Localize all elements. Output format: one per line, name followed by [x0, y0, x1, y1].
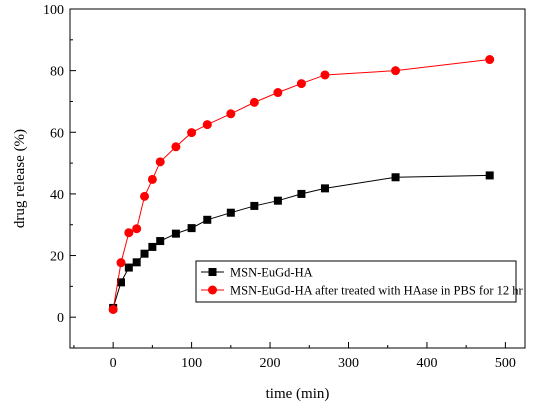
y-tick-label: 100 [43, 3, 64, 18]
data-point-square [124, 263, 133, 272]
x-tick-label: 200 [260, 356, 281, 371]
plot-frame [69, 8, 526, 349]
legend-label: MSN-EuGd-HA after treated with HAase in … [230, 284, 523, 298]
legend-entry-2: MSN-EuGd-HA after treated with HAase in … [201, 284, 523, 298]
x-axis-label: time (min) [266, 386, 330, 402]
data-point-circle [273, 88, 283, 98]
y-tick-label: 0 [57, 311, 64, 326]
data-point-circle [391, 66, 401, 76]
x-tick-label: 500 [495, 356, 516, 371]
legend-items: MSN-EuGd-HA MSN-EuGd-HA after treated wit… [201, 266, 523, 298]
data-point-square [140, 249, 149, 258]
legend-box [195, 260, 517, 303]
axes [69, 8, 526, 349]
data-point-square [250, 201, 259, 210]
series-layer [108, 55, 495, 314]
x-tick-label: 0 [110, 356, 117, 371]
data-point-circle [320, 70, 330, 80]
data-point-circle [155, 157, 165, 167]
data-point-square [391, 173, 400, 182]
data-point-circle [171, 142, 181, 152]
data-point-circle [124, 228, 134, 238]
data-point-circle [140, 191, 150, 201]
data-point-circle [147, 174, 157, 184]
data-point-square [273, 196, 282, 205]
y-tick-label: 60 [50, 126, 64, 141]
data-point-square [187, 224, 196, 233]
data-point-square [320, 184, 329, 193]
data-point-square [208, 268, 217, 276]
data-point-circle [108, 304, 118, 314]
data-point-square [485, 171, 494, 180]
data-point-square [203, 215, 212, 224]
y-tick-label: 80 [50, 65, 64, 80]
data-point-square [132, 258, 141, 267]
data-point-square [148, 242, 157, 251]
data-point-circle [116, 258, 126, 268]
x-tick-label: 100 [181, 356, 202, 371]
ticks: 0 100 200 300 400 500 0 20 40 60 80 100 [43, 3, 516, 371]
data-point-circle [132, 224, 142, 234]
x-tick-label: 300 [338, 356, 359, 371]
data-point-circle [226, 109, 236, 119]
data-point-circle [208, 285, 217, 295]
legend-entry-1: MSN-EuGd-HA [201, 266, 313, 280]
data-point-circle [296, 79, 306, 89]
data-point-square [297, 189, 306, 198]
data-point-circle [187, 128, 197, 138]
y-tick-label: 20 [50, 250, 64, 265]
data-point-circle [485, 55, 495, 65]
legend-label: MSN-EuGd-HA [230, 266, 313, 280]
data-point-circle [249, 97, 259, 107]
data-point-square [226, 208, 235, 217]
x-tick-label: 400 [416, 356, 437, 371]
data-point-square [156, 237, 165, 246]
data-point-circle [202, 120, 212, 130]
y-tick-label: 40 [50, 188, 64, 203]
series-2 [108, 55, 495, 314]
data-point-square [116, 278, 125, 287]
data-point-square [171, 229, 180, 238]
legend: MSN-EuGd-HA MSN-EuGd-HA after treated wit… [195, 260, 523, 303]
y-axis-label: drug release (%) [12, 129, 28, 228]
